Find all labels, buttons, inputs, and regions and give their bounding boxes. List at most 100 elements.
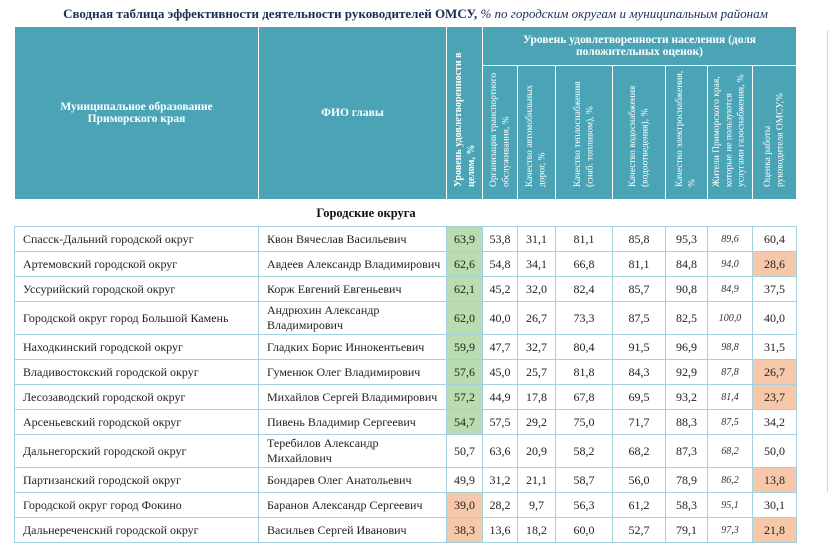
head-name-cell: Андрюхин Александр Владимирович [258,301,447,335]
col-header-overall: Уровень удовлетворенности в целом, % [446,26,483,200]
head-name-cell: Теребилов Александр Михайлович [258,434,447,468]
value-cell-gas: 95,1 [707,492,753,518]
value-cell-overall: 57,6 [446,359,483,385]
head-name-cell: Бондарев Олег Анатольевич [258,467,447,493]
value-cell-roads: 20,9 [517,434,556,468]
value-cell-water: 68,2 [612,434,666,468]
value-cell-heating: 81,1 [555,226,613,252]
value-cell-roads: 34,1 [517,251,556,277]
col-header-sub-label: Качество водоснабжения (водоотведения), … [627,85,650,187]
col-header-sub-label: Качество автомобильных дорог, % [525,84,548,187]
value-cell-water: 91,5 [612,334,666,360]
value-cell-rating: 37,5 [751,276,798,302]
table-row: Дальнереченский городской округ Васильев… [14,517,798,543]
value-cell-transport: 53,8 [482,226,518,252]
value-cell-overall: 50,7 [446,434,483,468]
col-header-sub-label: Организация транспортного обслуживания, … [488,72,511,187]
value-cell-heating: 60,0 [555,517,613,543]
head-name-cell: Михайлов Сергей Владимирович [258,384,447,410]
value-cell-transport: 57,5 [482,409,518,435]
value-cell-water: 52,7 [612,517,666,543]
value-cell-heating: 56,3 [555,492,613,518]
value-cell-water: 81,1 [612,251,666,277]
head-name-cell: Пивень Владимир Сергеевич [258,409,447,435]
value-cell-gas: 94,0 [707,251,753,277]
value-cell-overall: 59,9 [446,334,483,360]
value-cell-electricity: 90,8 [665,276,708,302]
value-cell-electricity: 79,1 [665,517,708,543]
municipality-cell: Дальнегорский городской округ [14,434,259,468]
municipality-cell: Артемовский городской округ [14,251,259,277]
value-cell-roads: 17,8 [517,384,556,410]
head-name-cell: Гладких Борис Иннокентьевич [258,334,447,360]
head-name-cell: Баранов Александр Сергеевич [258,492,447,518]
value-cell-overall: 63,9 [446,226,483,252]
title-main: Сводная таблица эффективности деятельнос… [63,6,478,21]
value-cell-rating: 50,0 [751,434,798,468]
col-header-overall-label: Уровень удовлетворенности в целом, % [452,52,477,188]
value-cell-transport: 31,2 [482,467,518,493]
value-cell-heating: 58,2 [555,434,613,468]
value-cell-transport: 45,0 [482,359,518,385]
value-cell-heating: 80,4 [555,334,613,360]
col-header-sub-label: Качество электроснабжения, % [675,70,698,187]
value-cell-water: 69,5 [612,384,666,410]
col-header-sub-2: Качество теплоснабжения (снаб. топливом)… [555,65,613,200]
value-cell-transport: 28,2 [482,492,518,518]
value-cell-gas: 84,9 [707,276,753,302]
value-cell-gas: 81,4 [707,384,753,410]
value-cell-water: 84,3 [612,359,666,385]
value-cell-rating: 30,1 [751,492,798,518]
head-name-cell: Авдеев Александр Владимирович [258,251,447,277]
section-row: Городские округа [14,199,797,227]
value-cell-overall: 57,2 [446,384,483,410]
municipality-cell: Городской округ город Фокино [14,492,259,518]
col-header-fio: ФИО главы [258,26,447,200]
value-cell-gas: 87,8 [707,359,753,385]
table-row: Лесозаводский городской округ Михайлов С… [14,384,798,410]
col-header-sub-0: Организация транспортного обслуживания, … [482,65,518,200]
page-title: Сводная таблица эффективности деятельнос… [0,0,831,22]
municipality-cell: Городской округ город Большой Камень [14,301,259,335]
value-cell-gas: 100,0 [707,301,753,335]
head-name-cell: Корж Евгений Евгеньевич [258,276,447,302]
value-cell-heating: 66,8 [555,251,613,277]
col-header-sub-6: Оценка работы руководителя ОМСУ,% [751,65,798,200]
value-cell-rating: 40,0 [751,301,798,335]
value-cell-water: 85,8 [612,226,666,252]
table-row: Спасск-Дальний городской округ Квон Вяче… [14,226,798,252]
table-row: Городской округ город Большой Камень Анд… [14,301,798,335]
value-cell-overall: 62,6 [446,251,483,277]
header-row-sub: Организация транспортного обслуживания, … [15,65,798,200]
value-cell-roads: 26,7 [517,301,556,335]
value-cell-rating: 31,5 [751,334,798,360]
value-cell-electricity: 58,3 [665,492,708,518]
value-cell-electricity: 92,9 [665,359,708,385]
municipality-cell: Дальнереченский городской округ [14,517,259,543]
value-cell-electricity: 96,9 [665,334,708,360]
value-cell-electricity: 78,9 [665,467,708,493]
title-suffix: % по городским округам и муниципальным р… [477,6,768,21]
col-header-sub-1: Качество автомобильных дорог, % [517,65,556,200]
municipality-cell: Уссурийский городской округ [14,276,259,302]
value-cell-heating: 82,4 [555,276,613,302]
value-cell-overall: 38,3 [446,517,483,543]
table-row: Артемовский городской округ Авдеев Алекс… [14,251,798,277]
col-header-sub-label: Оценка работы руководителя ОМСУ,% [763,93,786,187]
value-cell-roads: 31,1 [517,226,556,252]
col-header-municipality: Муниципальное образование Приморского кр… [14,26,259,200]
table-body: Городские округа Спасск-Дальний городско… [14,199,798,543]
value-cell-water: 85,7 [612,276,666,302]
table-header: Муниципальное образование Приморского кр… [14,26,798,200]
value-cell-water: 61,2 [612,492,666,518]
col-header-sub-3: Качество водоснабжения (водоотведения), … [612,65,666,200]
table-row: Дальнегорский городской округ Теребилов … [14,434,798,468]
value-cell-roads: 18,2 [517,517,556,543]
value-cell-roads: 25,7 [517,359,556,385]
header-row-top: Муниципальное образование Приморского кр… [14,26,798,200]
value-cell-electricity: 95,3 [665,226,708,252]
head-name-cell: Васильев Сергей Иванович [258,517,447,543]
efficiency-table: Муниципальное образование Приморского кр… [14,26,798,543]
value-cell-water: 87,5 [612,301,666,335]
